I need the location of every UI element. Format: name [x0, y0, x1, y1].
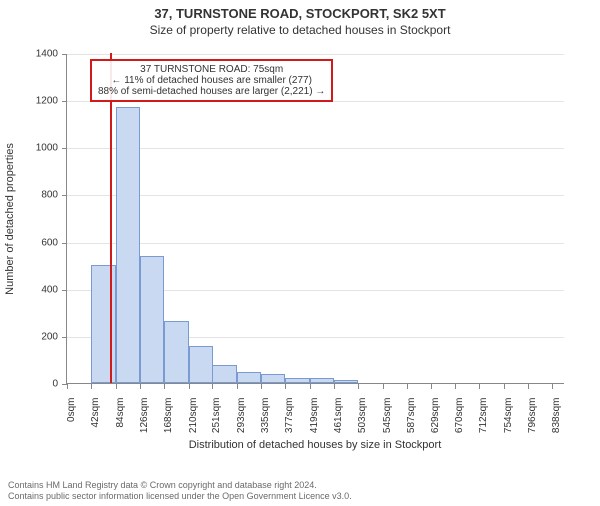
plot-area [66, 54, 564, 384]
y-tick [62, 243, 67, 244]
y-axis-label: Number of detached properties [4, 143, 16, 295]
x-tick-label: 796sqm [527, 398, 538, 443]
x-tick [455, 384, 456, 389]
x-tick-label: 335sqm [260, 398, 271, 443]
x-tick [383, 384, 384, 389]
y-tick-label: 400 [18, 284, 58, 295]
x-tick [116, 384, 117, 389]
x-tick [189, 384, 190, 389]
x-tick [91, 384, 92, 389]
x-tick [552, 384, 553, 389]
x-tick-label: 838sqm [551, 398, 562, 443]
x-tick-label: 587sqm [406, 398, 417, 443]
footer-line: Contains public sector information licen… [8, 491, 352, 502]
annotation-line: 37 TURNSTONE ROAD: 75sqm [98, 64, 325, 75]
x-tick-label: 503sqm [357, 398, 368, 443]
gridline [67, 54, 564, 55]
gridline [67, 243, 564, 244]
histogram-bar [212, 365, 236, 383]
y-tick [62, 101, 67, 102]
x-tick [164, 384, 165, 389]
annotation-line: ← 11% of detached houses are smaller (27… [98, 75, 325, 86]
footer: Contains HM Land Registry data © Crown c… [8, 480, 352, 503]
x-tick-label: 293sqm [236, 398, 247, 443]
annotation-box: 37 TURNSTONE ROAD: 75sqm ← 11% of detach… [90, 59, 333, 102]
x-tick-label: 419sqm [309, 398, 320, 443]
x-tick-label: 670sqm [454, 398, 465, 443]
x-tick [407, 384, 408, 389]
histogram-bar [261, 374, 285, 383]
y-tick-label: 1000 [18, 143, 58, 154]
x-tick [285, 384, 286, 389]
footer-line: Contains HM Land Registry data © Crown c… [8, 480, 352, 491]
x-tick [140, 384, 141, 389]
y-tick-label: 200 [18, 331, 58, 342]
y-tick-label: 800 [18, 190, 58, 201]
x-tick [310, 384, 311, 389]
y-tick-label: 0 [18, 379, 58, 390]
chart-title: 37, TURNSTONE ROAD, STOCKPORT, SK2 5XT [0, 6, 600, 21]
chart-subtitle: Size of property relative to detached ho… [0, 23, 600, 37]
gridline [67, 148, 564, 149]
x-tick-label: 168sqm [163, 398, 174, 443]
x-tick-label: 377sqm [284, 398, 295, 443]
x-tick [261, 384, 262, 389]
histogram-bar [164, 321, 188, 383]
x-tick [431, 384, 432, 389]
y-tick [62, 54, 67, 55]
x-tick [237, 384, 238, 389]
x-tick-label: 0sqm [66, 398, 77, 443]
x-tick-label: 42sqm [90, 398, 101, 443]
y-tick [62, 148, 67, 149]
histogram-bar [116, 107, 140, 383]
y-tick [62, 195, 67, 196]
x-tick [334, 384, 335, 389]
y-tick-label: 600 [18, 237, 58, 248]
x-tick-label: 545sqm [382, 398, 393, 443]
x-tick [67, 384, 68, 389]
histogram-bar [189, 346, 213, 383]
histogram-bar [334, 380, 358, 383]
x-tick [504, 384, 505, 389]
gridline [67, 195, 564, 196]
histogram-bar [285, 378, 309, 383]
histogram-bar [310, 378, 334, 383]
x-tick-label: 461sqm [333, 398, 344, 443]
y-tick-label: 1200 [18, 96, 58, 107]
x-tick-label: 712sqm [478, 398, 489, 443]
annotation-line: 88% of semi-detached houses are larger (… [98, 86, 325, 97]
x-tick-label: 210sqm [188, 398, 199, 443]
x-tick-label: 251sqm [211, 398, 222, 443]
x-tick [479, 384, 480, 389]
y-tick-label: 1400 [18, 49, 58, 60]
property-marker-line [110, 53, 112, 383]
x-tick-label: 754sqm [503, 398, 514, 443]
x-tick [528, 384, 529, 389]
y-tick [62, 290, 67, 291]
x-tick [212, 384, 213, 389]
x-tick-label: 629sqm [430, 398, 441, 443]
histogram-bar [237, 372, 261, 383]
x-tick-label: 84sqm [115, 398, 126, 443]
histogram-bar [140, 256, 164, 383]
x-tick [358, 384, 359, 389]
y-tick [62, 337, 67, 338]
x-tick-label: 126sqm [139, 398, 150, 443]
